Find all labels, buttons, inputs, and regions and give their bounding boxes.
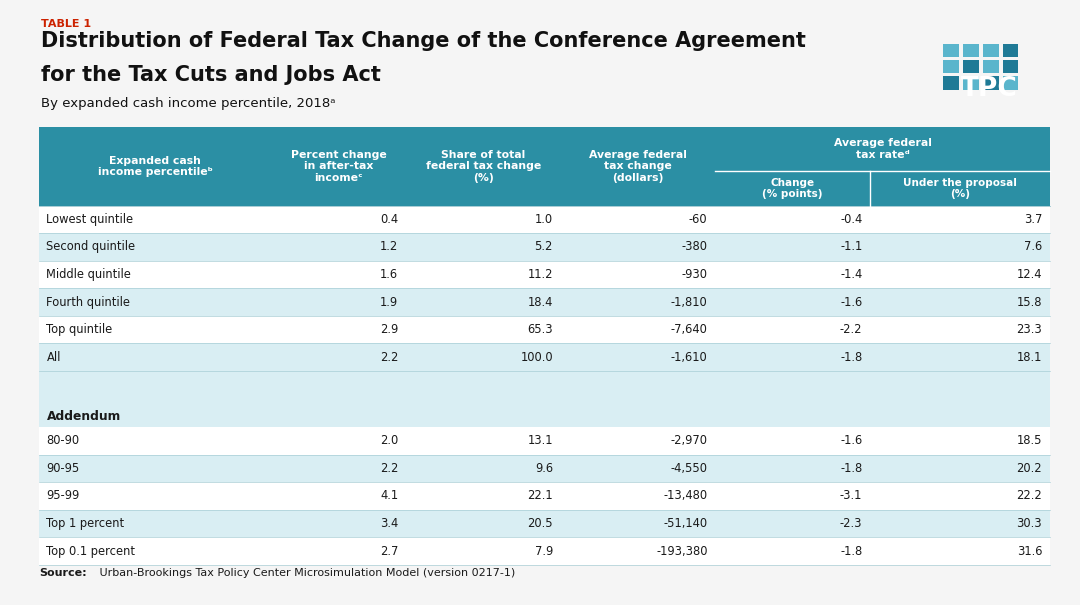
Bar bbox=[963, 60, 978, 73]
Text: 22.1: 22.1 bbox=[527, 489, 553, 502]
Text: 12.4: 12.4 bbox=[1016, 268, 1042, 281]
Text: Top quintile: Top quintile bbox=[46, 323, 112, 336]
Text: 7.9: 7.9 bbox=[535, 544, 553, 557]
Text: 18.5: 18.5 bbox=[1016, 434, 1042, 447]
Bar bbox=[1002, 76, 1018, 90]
Bar bbox=[983, 76, 999, 90]
Text: -13,480: -13,480 bbox=[663, 489, 707, 502]
Text: By expanded cash income percentile, 2018ᵃ: By expanded cash income percentile, 2018… bbox=[41, 97, 336, 110]
Text: Expanded cash
income percentileᵇ: Expanded cash income percentileᵇ bbox=[97, 155, 213, 177]
Text: Percent change
in after-tax
incomeᶜ: Percent change in after-tax incomeᶜ bbox=[291, 150, 387, 183]
Text: Fourth quintile: Fourth quintile bbox=[46, 296, 131, 309]
Text: 1.6: 1.6 bbox=[380, 268, 399, 281]
Bar bbox=[963, 76, 978, 90]
Text: -1.1: -1.1 bbox=[840, 241, 862, 253]
Text: 80-90: 80-90 bbox=[46, 434, 80, 447]
Text: -2.3: -2.3 bbox=[840, 517, 862, 530]
Bar bbox=[963, 44, 978, 57]
Bar bbox=[1002, 60, 1018, 73]
Text: Average federal
tax change
(dollars): Average federal tax change (dollars) bbox=[589, 150, 687, 183]
Text: Source:: Source: bbox=[39, 567, 86, 578]
Text: -3.1: -3.1 bbox=[840, 489, 862, 502]
Text: All: All bbox=[46, 351, 60, 364]
Text: Middle quintile: Middle quintile bbox=[46, 268, 132, 281]
Text: 31.6: 31.6 bbox=[1016, 544, 1042, 557]
Text: 2.2: 2.2 bbox=[380, 462, 399, 475]
Text: Change
(% points): Change (% points) bbox=[762, 178, 823, 199]
Text: 22.2: 22.2 bbox=[1016, 489, 1042, 502]
Text: 2.2: 2.2 bbox=[380, 351, 399, 364]
Text: -7,640: -7,640 bbox=[671, 323, 707, 336]
Text: -1.4: -1.4 bbox=[840, 268, 862, 281]
Text: -1.8: -1.8 bbox=[840, 351, 862, 364]
Text: 23.3: 23.3 bbox=[1016, 323, 1042, 336]
Text: 18.4: 18.4 bbox=[527, 296, 553, 309]
Text: 2.9: 2.9 bbox=[380, 323, 399, 336]
Text: -4,550: -4,550 bbox=[671, 462, 707, 475]
Text: -380: -380 bbox=[681, 241, 707, 253]
Text: 1.0: 1.0 bbox=[535, 213, 553, 226]
Text: -1,810: -1,810 bbox=[671, 296, 707, 309]
Text: -0.4: -0.4 bbox=[840, 213, 862, 226]
Text: 9.6: 9.6 bbox=[535, 462, 553, 475]
Text: Addendum: Addendum bbox=[46, 410, 121, 423]
Text: 0.4: 0.4 bbox=[380, 213, 399, 226]
Text: -1.6: -1.6 bbox=[840, 434, 862, 447]
Text: Urban-Brookings Tax Policy Center Microsimulation Model (version 0217-1): Urban-Brookings Tax Policy Center Micros… bbox=[96, 567, 515, 578]
Bar bbox=[943, 76, 959, 90]
Text: -1.8: -1.8 bbox=[840, 462, 862, 475]
Text: 2.7: 2.7 bbox=[380, 544, 399, 557]
Bar bbox=[983, 60, 999, 73]
Text: TABLE 1: TABLE 1 bbox=[41, 19, 91, 30]
Text: 65.3: 65.3 bbox=[527, 323, 553, 336]
Text: 1.9: 1.9 bbox=[380, 296, 399, 309]
Text: 11.2: 11.2 bbox=[527, 268, 553, 281]
Text: 100.0: 100.0 bbox=[521, 351, 553, 364]
Text: 15.8: 15.8 bbox=[1016, 296, 1042, 309]
Text: 4.1: 4.1 bbox=[380, 489, 399, 502]
Text: 2.0: 2.0 bbox=[380, 434, 399, 447]
Text: -60: -60 bbox=[689, 213, 707, 226]
Text: Top 1 percent: Top 1 percent bbox=[46, 517, 124, 530]
Text: -1.6: -1.6 bbox=[840, 296, 862, 309]
Text: 30.3: 30.3 bbox=[1016, 517, 1042, 530]
Bar bbox=[983, 44, 999, 57]
Text: 3.7: 3.7 bbox=[1024, 213, 1042, 226]
Bar bbox=[1002, 44, 1018, 57]
Text: Lowest quintile: Lowest quintile bbox=[46, 213, 134, 226]
Bar bbox=[943, 44, 959, 57]
Text: Average federal
tax rateᵈ: Average federal tax rateᵈ bbox=[834, 139, 931, 160]
Text: 95-99: 95-99 bbox=[46, 489, 80, 502]
Text: Under the proposal
(%): Under the proposal (%) bbox=[903, 178, 1016, 199]
Text: -2,970: -2,970 bbox=[671, 434, 707, 447]
Text: 5.2: 5.2 bbox=[535, 241, 553, 253]
Text: for the Tax Cuts and Jobs Act: for the Tax Cuts and Jobs Act bbox=[41, 65, 381, 85]
Text: 1.2: 1.2 bbox=[380, 241, 399, 253]
Text: -930: -930 bbox=[681, 268, 707, 281]
Text: 3.4: 3.4 bbox=[380, 517, 399, 530]
Text: 20.2: 20.2 bbox=[1016, 462, 1042, 475]
Text: -1,610: -1,610 bbox=[671, 351, 707, 364]
Text: TPC: TPC bbox=[961, 76, 1017, 102]
Text: Second quintile: Second quintile bbox=[46, 241, 136, 253]
Text: 18.1: 18.1 bbox=[1017, 351, 1042, 364]
Bar bbox=[943, 60, 959, 73]
Text: -51,140: -51,140 bbox=[663, 517, 707, 530]
Text: Distribution of Federal Tax Change of the Conference Agreement: Distribution of Federal Tax Change of th… bbox=[41, 31, 806, 51]
Text: Share of total
federal tax change
(%): Share of total federal tax change (%) bbox=[426, 150, 541, 183]
Text: 90-95: 90-95 bbox=[46, 462, 80, 475]
Text: Top 0.1 percent: Top 0.1 percent bbox=[46, 544, 135, 557]
Text: 7.6: 7.6 bbox=[1024, 241, 1042, 253]
Text: -193,380: -193,380 bbox=[656, 544, 707, 557]
Text: 20.5: 20.5 bbox=[527, 517, 553, 530]
Text: 13.1: 13.1 bbox=[527, 434, 553, 447]
Text: -1.8: -1.8 bbox=[840, 544, 862, 557]
Text: -2.2: -2.2 bbox=[840, 323, 862, 336]
